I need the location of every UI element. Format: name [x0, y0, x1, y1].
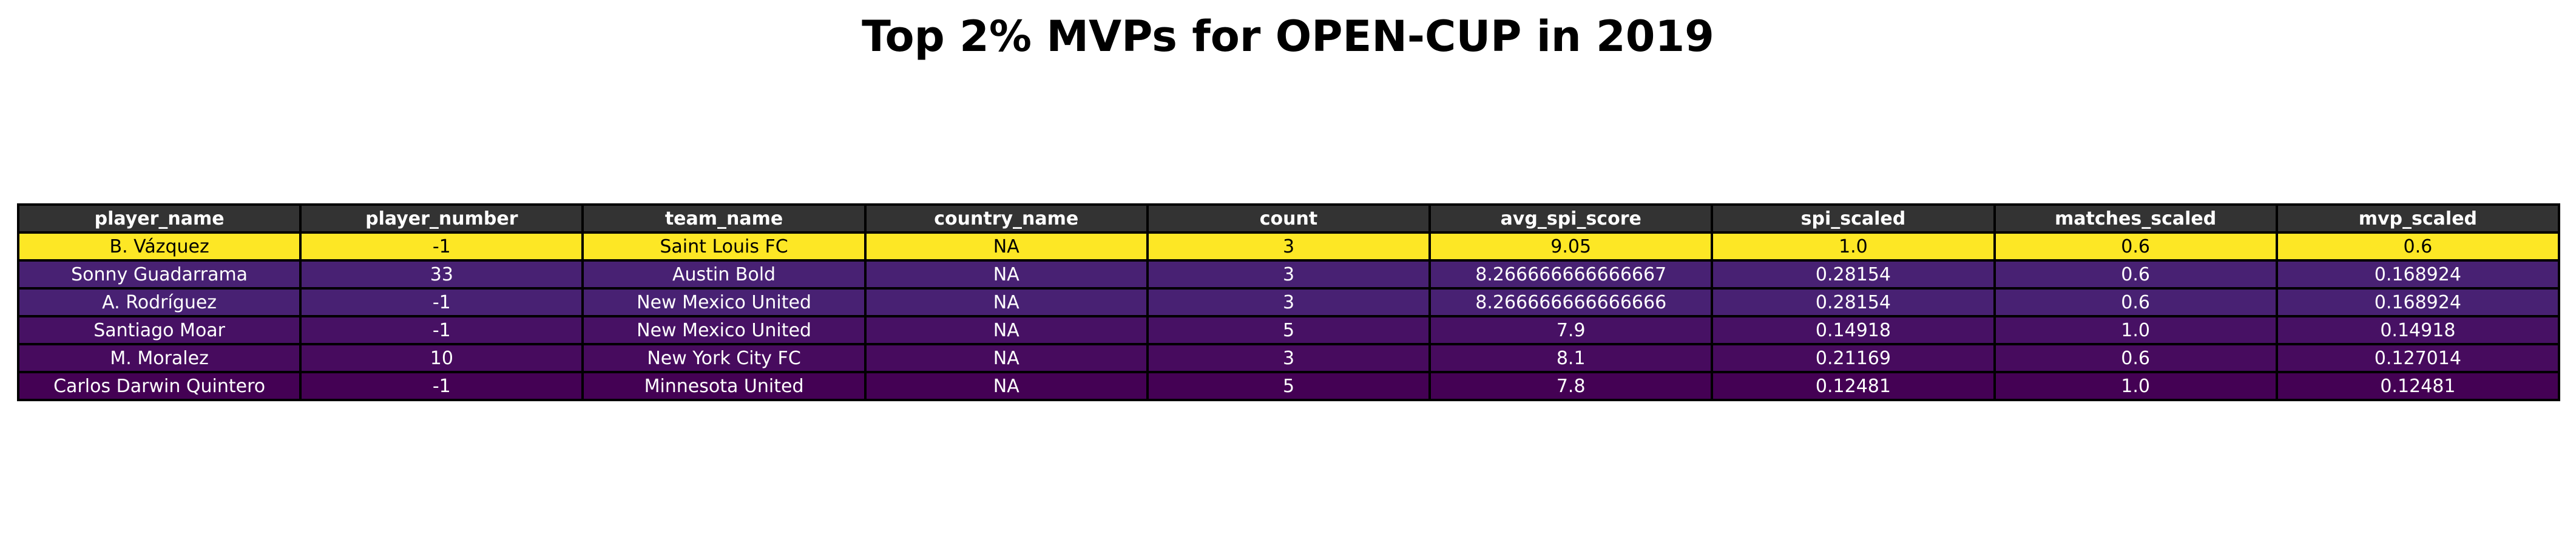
table-cell-player-name: Sonny Guadarrama: [16, 259, 302, 290]
table-cell-matches-scaled: 1.0: [1993, 371, 2278, 401]
table-cell-team-name: New York City FC: [581, 343, 867, 373]
table-cell-player-number: -1: [299, 287, 584, 317]
column-header-spi-scaled: spi_scaled: [1711, 203, 1996, 234]
table-cell-count: 3: [1146, 259, 1432, 290]
table-cell-spi-scaled: 0.28154: [1711, 259, 1996, 290]
table-cell-country-name: NA: [864, 315, 1149, 345]
table-body: B. Vázquez -1 Saint Louis FC NA 3 9.05 1.0 0.6 0…: [16, 231, 2561, 401]
column-header-avg-spi-score: avg_spi_score: [1428, 203, 1714, 234]
table-cell-avg-spi-score: 7.9: [1428, 315, 1714, 345]
table-row: Santiago Moar -1 New Mexico United NA 5 7.9 0.…: [16, 315, 2561, 345]
table-cell-matches-scaled: 0.6: [1993, 287, 2278, 317]
table-row: Sonny Guadarrama 33 Austin Bold NA 3 8.266666…: [16, 259, 2561, 290]
table-row: A. Rodríguez -1 New Mexico United NA 3 8.2666…: [16, 287, 2561, 317]
column-header-count: count: [1146, 203, 1432, 234]
table-cell-spi-scaled: 0.21169: [1711, 343, 1996, 373]
table-row: B. Vázquez -1 Saint Louis FC NA 3 9.05 1.0 0.6 0…: [16, 231, 2561, 262]
table-cell-count: 5: [1146, 315, 1432, 345]
table-cell-country-name: NA: [864, 287, 1149, 317]
table-cell-avg-spi-score: 8.266666666666667: [1428, 259, 1714, 290]
table-cell-player-name: B. Vázquez: [16, 231, 302, 262]
table-cell-team-name: Minnesota United: [581, 371, 867, 401]
table-cell-count: 3: [1146, 231, 1432, 262]
table-header-row: player_name player_number team_name country…: [16, 203, 2561, 234]
table-cell-player-number: -1: [299, 371, 584, 401]
table-cell-avg-spi-score: 9.05: [1428, 231, 1714, 262]
table-row: M. Moralez 10 New York City FC NA 3 8.1 0.2116…: [16, 343, 2561, 373]
table-cell-matches-scaled: 0.6: [1993, 343, 2278, 373]
table-cell-avg-spi-score: 8.1: [1428, 343, 1714, 373]
table-cell-player-number: 10: [299, 343, 584, 373]
table-cell-mvp-scaled: 0.6: [2275, 231, 2561, 262]
column-header-mvp-scaled: mvp_scaled: [2275, 203, 2561, 234]
table-cell-player-name: A. Rodríguez: [16, 287, 302, 317]
mvp-table: player_name player_number team_name country…: [16, 203, 2561, 401]
table-cell-player-number: -1: [299, 315, 584, 345]
table-cell-team-name: Saint Louis FC: [581, 231, 867, 262]
table-cell-player-name: Santiago Moar: [16, 315, 302, 345]
mvp-table-container: player_name player_number team_name country…: [16, 203, 2561, 401]
table-cell-spi-scaled: 0.14918: [1711, 315, 1996, 345]
column-header-matches-scaled: matches_scaled: [1993, 203, 2278, 234]
table-cell-mvp-scaled: 0.12481: [2275, 371, 2561, 401]
table-cell-mvp-scaled: 0.168924: [2275, 287, 2561, 317]
table-cell-player-number: 33: [299, 259, 584, 290]
column-header-team-name: team_name: [581, 203, 867, 234]
table-cell-spi-scaled: 0.12481: [1711, 371, 1996, 401]
table-cell-mvp-scaled: 0.127014: [2275, 343, 2561, 373]
table-cell-count: 5: [1146, 371, 1432, 401]
table-cell-player-name: M. Moralez: [16, 343, 302, 373]
table-cell-player-number: -1: [299, 231, 584, 262]
table-cell-count: 3: [1146, 287, 1432, 317]
chart-title: Top 2% MVPs for OPEN-CUP in 2019: [862, 12, 1714, 61]
table-cell-team-name: New Mexico United: [581, 315, 867, 345]
table-cell-team-name: Austin Bold: [581, 259, 867, 290]
table-cell-spi-scaled: 0.28154: [1711, 287, 1996, 317]
table-cell-avg-spi-score: 8.266666666666666: [1428, 287, 1714, 317]
table-cell-matches-scaled: 1.0: [1993, 315, 2278, 345]
column-header-player-name: player_name: [16, 203, 302, 234]
table-cell-mvp-scaled: 0.168924: [2275, 259, 2561, 290]
table-cell-country-name: NA: [864, 371, 1149, 401]
column-header-country-name: country_name: [864, 203, 1149, 234]
table-cell-country-name: NA: [864, 343, 1149, 373]
table-cell-matches-scaled: 0.6: [1993, 231, 2278, 262]
table-cell-spi-scaled: 1.0: [1711, 231, 1996, 262]
table-row: Carlos Darwin Quintero -1 Minnesota United…: [16, 371, 2561, 401]
table-cell-count: 3: [1146, 343, 1432, 373]
table-cell-team-name: New Mexico United: [581, 287, 867, 317]
table-cell-mvp-scaled: 0.14918: [2275, 315, 2561, 345]
table-cell-country-name: NA: [864, 231, 1149, 262]
table-cell-matches-scaled: 0.6: [1993, 259, 2278, 290]
table-cell-country-name: NA: [864, 259, 1149, 290]
table-cell-player-name: Carlos Darwin Quintero: [16, 371, 302, 401]
table-cell-avg-spi-score: 7.8: [1428, 371, 1714, 401]
column-header-player-number: player_number: [299, 203, 584, 234]
